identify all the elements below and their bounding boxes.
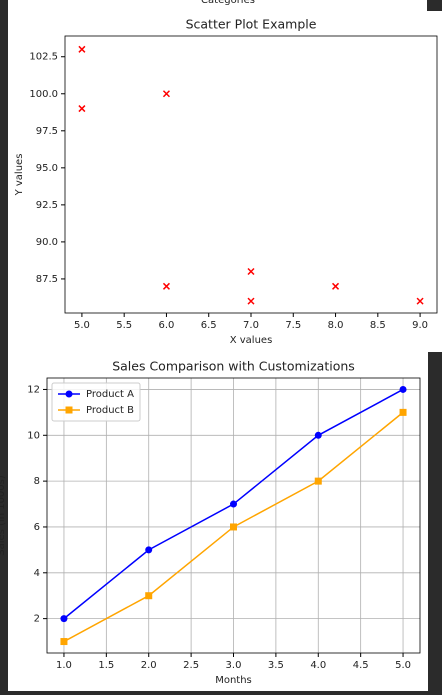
scatter-point bbox=[247, 297, 255, 305]
x-tick-label: 6.5 bbox=[201, 320, 217, 331]
chart-title: Scatter Plot Example bbox=[186, 17, 317, 32]
x-tick-label: 7.5 bbox=[285, 320, 301, 331]
x-tick-label: 2.0 bbox=[141, 660, 157, 671]
scatter-point bbox=[247, 267, 255, 276]
x-tick-label: 5.0 bbox=[395, 660, 411, 671]
x-tick-label: 1.0 bbox=[56, 660, 72, 671]
chart-title: Sales Comparison with Customizations bbox=[112, 359, 355, 374]
y-axis-label: Sales (in 1000s) bbox=[0, 475, 7, 556]
y-tick-label: 4 bbox=[34, 568, 40, 579]
dark-strip bbox=[428, 352, 442, 695]
y-tick-label: 90.0 bbox=[36, 237, 58, 248]
x-tick-label: 8.0 bbox=[328, 320, 344, 331]
y-tick-label: 102.5 bbox=[29, 52, 58, 63]
x-tick-label: 8.5 bbox=[370, 320, 386, 331]
dark-strip bbox=[8, 691, 442, 695]
legend-marker bbox=[65, 406, 73, 414]
series-marker bbox=[60, 615, 68, 623]
series-marker bbox=[314, 431, 322, 439]
series-marker bbox=[399, 408, 407, 416]
y-tick-label: 12 bbox=[27, 384, 40, 395]
x-tick-label: 3.0 bbox=[226, 660, 242, 671]
y-tick-label: 2 bbox=[34, 614, 40, 625]
y-axis-label: Y values bbox=[14, 154, 25, 197]
x-axis-label: X values bbox=[230, 335, 273, 346]
series-marker bbox=[145, 546, 153, 554]
dark-strip bbox=[427, 0, 442, 11]
x-tick-label: 2.5 bbox=[183, 660, 199, 671]
scatter-point bbox=[332, 282, 340, 290]
y-tick-label: 100.0 bbox=[29, 89, 58, 100]
x-tick-label: 3.5 bbox=[268, 660, 284, 671]
x-tick-label: 4.0 bbox=[310, 660, 326, 671]
x-axis-label: Months bbox=[215, 675, 252, 686]
y-tick-label: 8 bbox=[34, 476, 40, 487]
x-tick-label: 9.0 bbox=[412, 320, 428, 331]
cropped-caption: Categories bbox=[201, 0, 255, 6]
series-marker bbox=[145, 592, 153, 600]
scatter-point bbox=[78, 105, 86, 113]
x-tick-label: 5.0 bbox=[74, 320, 90, 331]
scatter-point bbox=[162, 90, 170, 98]
y-tick-label: 6 bbox=[34, 522, 40, 533]
y-tick-label: 95.0 bbox=[36, 163, 58, 174]
legend-box bbox=[51, 382, 141, 422]
y-tick-label: 10 bbox=[27, 430, 40, 441]
plot-frame bbox=[64, 35, 438, 314]
x-tick-label: 4.5 bbox=[353, 660, 369, 671]
plot-frame bbox=[46, 377, 421, 654]
dark-strip bbox=[0, 0, 8, 695]
legend-marker bbox=[65, 390, 73, 398]
x-tick-label: 5.5 bbox=[116, 320, 132, 331]
series-marker bbox=[230, 523, 237, 531]
y-tick-label: 97.5 bbox=[36, 126, 58, 137]
legend-label: Product A bbox=[86, 389, 134, 400]
series-marker bbox=[399, 385, 407, 393]
y-tick-label: 87.5 bbox=[36, 274, 58, 285]
legend-label: Product B bbox=[86, 405, 134, 416]
y-tick-label: 92.5 bbox=[36, 200, 58, 211]
scatter-point bbox=[162, 282, 170, 290]
series-marker bbox=[314, 477, 322, 485]
series-marker bbox=[60, 638, 68, 646]
scatter-point bbox=[78, 45, 86, 53]
x-tick-label: 1.5 bbox=[98, 660, 114, 671]
x-tick-label: 7.0 bbox=[243, 320, 259, 331]
series-marker bbox=[230, 500, 237, 508]
scatter-point bbox=[416, 297, 424, 305]
x-tick-label: 6.0 bbox=[159, 320, 175, 331]
